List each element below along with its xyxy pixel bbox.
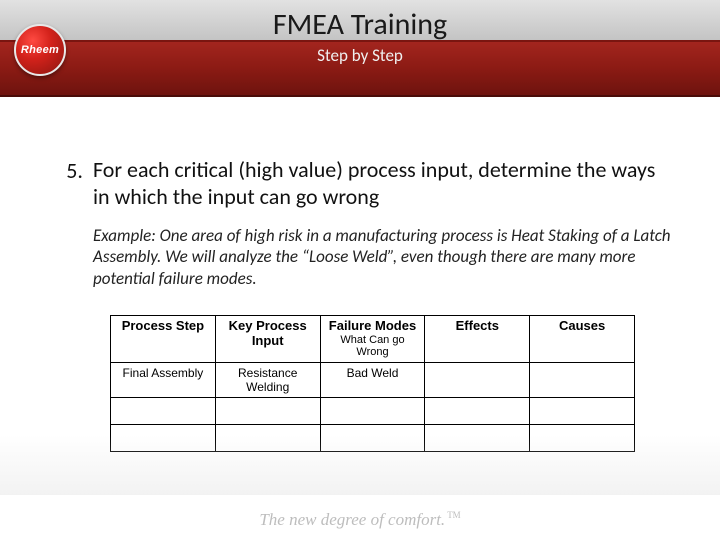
slide-title: FMEA Training bbox=[0, 6, 720, 43]
fmea-table-wrap: Process Step Key Process Input Failure M… bbox=[110, 315, 635, 452]
slide-subtitle: Step by Step bbox=[0, 45, 720, 66]
example-text: Example: One area of high risk in a manu… bbox=[93, 225, 675, 290]
col-causes: Causes bbox=[530, 315, 635, 362]
trademark-symbol: TM bbox=[447, 510, 461, 520]
fmea-table: Process Step Key Process Input Failure M… bbox=[110, 315, 635, 452]
col-effects: Effects bbox=[425, 315, 530, 362]
col-process-step: Process Step bbox=[111, 315, 216, 362]
col-key-input: Key Process Input bbox=[215, 315, 320, 362]
table-row bbox=[111, 425, 635, 452]
footer-tagline: The new degree of comfort.TM bbox=[0, 510, 720, 530]
item-number: 5. bbox=[55, 157, 93, 184]
table-header-row: Process Step Key Process Input Failure M… bbox=[111, 315, 635, 362]
slide-content: 5. For each critical (high value) proces… bbox=[0, 97, 720, 452]
table-row: Final Assembly Resistance Welding Bad We… bbox=[111, 363, 635, 398]
col-failure-modes: Failure ModesWhat Can go Wrong bbox=[320, 315, 425, 362]
item-text: For each critical (high value) process i… bbox=[93, 157, 675, 211]
slide-header: Rheem FMEA Training Step by Step bbox=[0, 0, 720, 97]
tagline-text: The new degree of comfort. bbox=[259, 510, 445, 529]
numbered-item: 5. For each critical (high value) proces… bbox=[55, 157, 675, 211]
table-body: Final Assembly Resistance Welding Bad We… bbox=[111, 363, 635, 452]
table-row bbox=[111, 398, 635, 425]
